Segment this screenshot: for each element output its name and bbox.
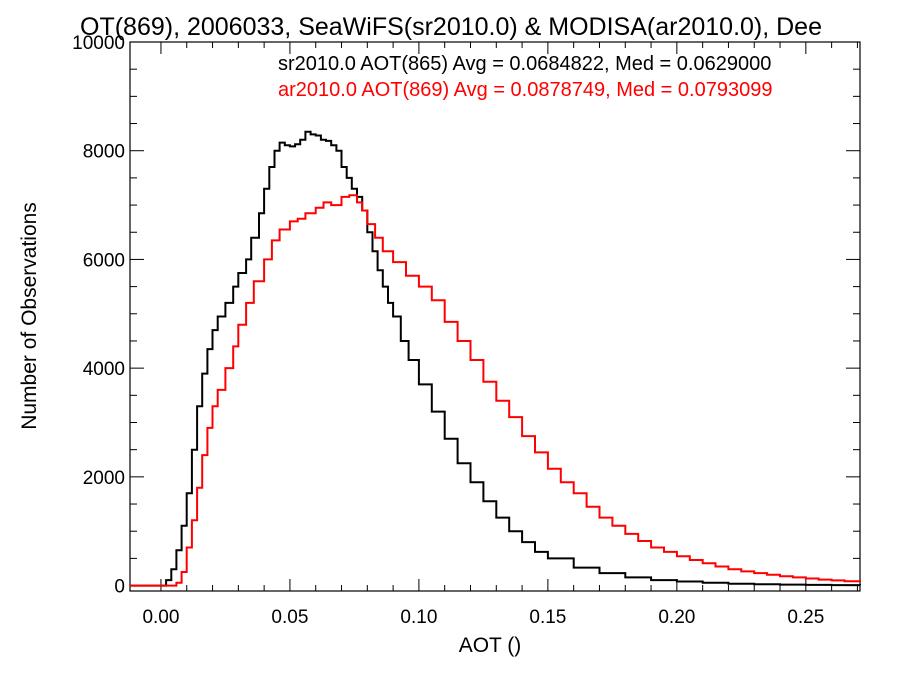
y-tick-label: 4000 <box>83 359 125 380</box>
plot-frame <box>129 41 861 592</box>
x-tick-label: 0.00 <box>142 607 179 628</box>
axis-ticks <box>130 41 860 591</box>
legend-entry-series-1: sr2010.0 AOT(865) Avg = 0.0684822, Med =… <box>278 53 771 75</box>
x-tick-label: 0.05 <box>271 607 308 628</box>
y-tick-label: 8000 <box>83 142 125 163</box>
y-tick-label: 10000 <box>72 33 125 54</box>
x-tick-label: 0.20 <box>658 607 695 628</box>
x-tick-label: 0.15 <box>529 607 566 628</box>
series-line-1 <box>130 130 861 587</box>
y-tick-label: 6000 <box>83 250 125 271</box>
y-axis-label: Number of Observations <box>18 202 41 430</box>
axis-tick-labels: 0.00 0.05 0.10 0.15 0.20 0.25 0 2000 4000 6000 800… <box>72 33 824 628</box>
chart-title: OT(869), 2006033, SeaWiFS(sr2010.0) & MO… <box>80 13 822 41</box>
x-axis-label: AOT () <box>459 634 522 657</box>
legend-entry-series-2: ar2010.0 AOT(869) Avg = 0.0878749, Med =… <box>278 79 772 101</box>
x-tick-label: 0.25 <box>787 607 824 628</box>
x-tick-label: 0.10 <box>400 607 437 628</box>
y-tick-label: 2000 <box>83 468 125 489</box>
y-tick-label: 0 <box>114 577 125 598</box>
series-line-2 <box>130 194 861 587</box>
series-lines <box>130 130 861 587</box>
